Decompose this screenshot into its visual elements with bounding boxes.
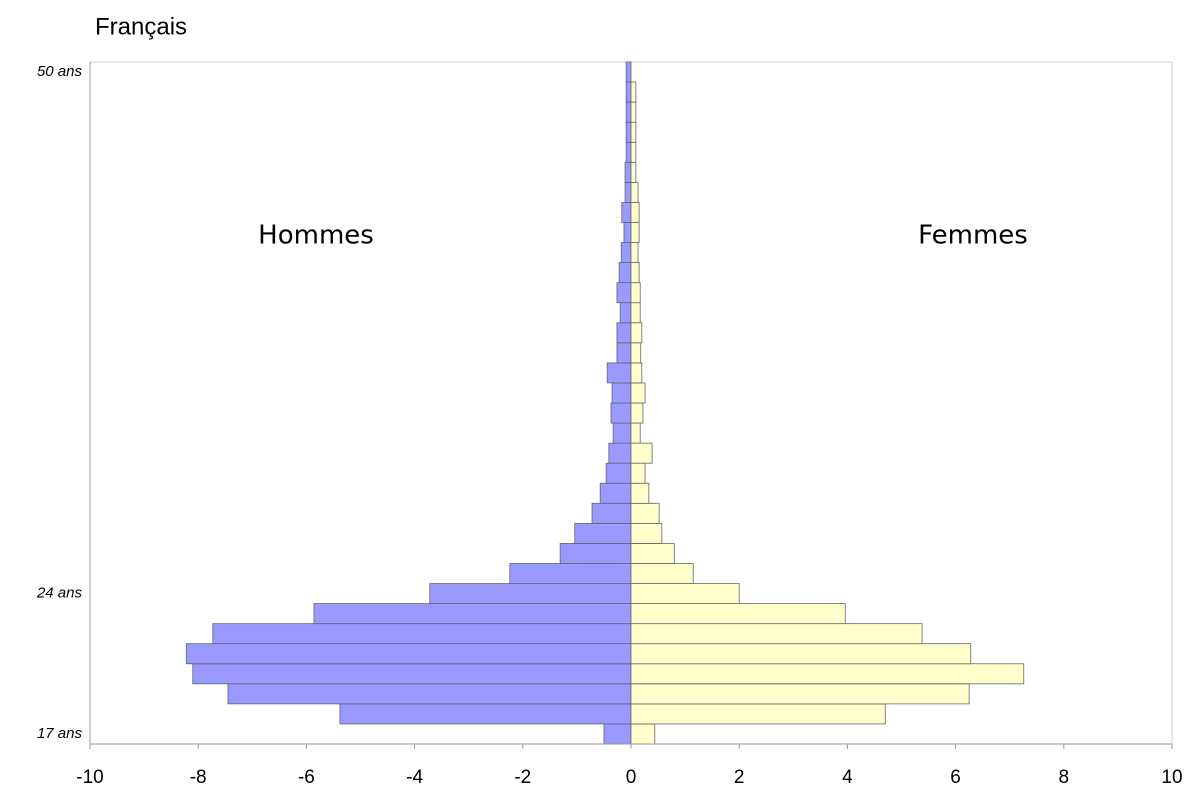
bar	[630, 282, 641, 304]
bar	[509, 563, 632, 584]
x-tick-label: 8	[1059, 767, 1070, 788]
bar	[603, 723, 632, 745]
bar	[429, 583, 632, 604]
bar	[630, 242, 639, 263]
bar	[630, 462, 646, 484]
y-tick-label: 50 ans	[37, 63, 83, 80]
bar	[630, 422, 641, 444]
bar	[212, 623, 632, 645]
bar	[630, 322, 643, 344]
bar	[630, 703, 886, 725]
bar	[624, 181, 632, 203]
bar	[192, 663, 632, 685]
bar	[313, 603, 632, 625]
bar	[619, 302, 632, 324]
bar	[630, 723, 656, 745]
bar	[630, 141, 637, 163]
x-tick-label: -4	[406, 767, 423, 788]
bar	[624, 161, 632, 183]
bar	[630, 181, 639, 203]
bar	[605, 462, 632, 484]
x-tick-label: 4	[842, 767, 853, 788]
bar	[620, 242, 632, 263]
bar	[630, 683, 970, 705]
bar	[574, 522, 632, 544]
bar	[559, 543, 632, 564]
bar	[606, 362, 632, 384]
bar	[616, 342, 632, 364]
y-tick-label: 17 ans	[37, 725, 83, 742]
bar	[630, 623, 923, 645]
bar	[630, 543, 675, 564]
x-tick-label: 10	[1161, 767, 1182, 788]
bar	[610, 402, 632, 424]
chart-title: Français	[95, 13, 187, 40]
bar	[625, 141, 632, 163]
annotation: Hommes	[258, 221, 374, 251]
bar	[625, 101, 632, 123]
bar	[630, 342, 642, 364]
bar	[630, 101, 637, 123]
bar	[625, 81, 632, 103]
bar	[616, 322, 632, 344]
bar	[623, 222, 632, 243]
x-tick-label: -6	[298, 767, 315, 788]
bar	[630, 522, 663, 544]
bar	[630, 81, 637, 103]
bar	[630, 482, 650, 504]
bar	[185, 643, 632, 665]
bar	[630, 603, 846, 625]
bar	[630, 663, 1025, 685]
bar	[611, 382, 632, 404]
bar	[612, 422, 632, 444]
bar	[625, 61, 632, 83]
x-tick-label: -10	[76, 767, 103, 788]
bar	[599, 482, 632, 504]
bar	[625, 121, 632, 143]
bar	[630, 442, 653, 464]
bar	[616, 282, 632, 304]
bar	[227, 683, 632, 705]
bar	[630, 262, 640, 284]
bar	[630, 583, 740, 604]
bar	[630, 121, 637, 143]
bar	[630, 202, 640, 223]
bar	[630, 402, 644, 424]
bar	[618, 262, 632, 284]
bar	[630, 161, 637, 183]
bar	[608, 442, 632, 464]
bar	[630, 382, 646, 404]
bar	[630, 502, 660, 524]
bar	[630, 302, 641, 324]
bar	[621, 202, 632, 223]
x-tick-label: -8	[190, 767, 207, 788]
annotation: Femmes	[918, 221, 1028, 251]
x-tick-label: 2	[734, 767, 745, 788]
y-tick-label: 24 ans	[36, 585, 83, 602]
x-tick-label: -2	[514, 767, 531, 788]
bar	[630, 643, 972, 665]
x-tick-label: 6	[950, 767, 961, 788]
bar	[339, 703, 632, 725]
x-tick-label: 0	[626, 767, 637, 788]
bar	[630, 563, 694, 584]
bar	[591, 502, 632, 524]
bar	[630, 362, 643, 384]
bar	[630, 222, 640, 243]
